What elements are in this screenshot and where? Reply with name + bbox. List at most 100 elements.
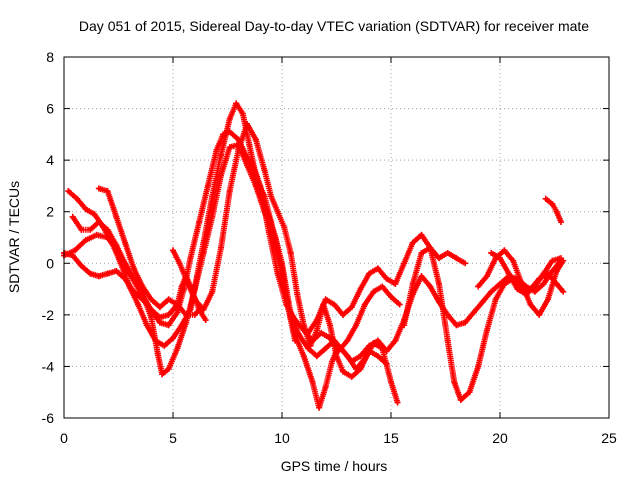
y-tick-label: -4 — [42, 358, 55, 374]
data-point — [93, 231, 100, 238]
data-point — [518, 280, 525, 287]
data-point — [475, 283, 482, 290]
data-point — [71, 247, 78, 254]
data-point — [174, 345, 181, 352]
data-point — [300, 353, 307, 360]
data-point — [453, 255, 460, 262]
data-point — [553, 208, 560, 215]
x-tick-label: 0 — [60, 430, 68, 446]
data-point — [148, 296, 155, 303]
series-track-5 — [95, 185, 205, 318]
data-point — [470, 309, 477, 316]
data-point — [104, 270, 111, 277]
data-point — [268, 193, 275, 200]
data-point — [154, 350, 161, 357]
data-point — [95, 273, 102, 280]
data-point — [549, 200, 556, 207]
y-tick-label: 0 — [46, 255, 54, 271]
data-point — [187, 255, 194, 262]
data-point — [335, 347, 342, 354]
data-point — [326, 335, 333, 342]
data-point — [313, 353, 320, 360]
data-point — [113, 213, 120, 220]
data-point — [217, 172, 224, 179]
data-point — [217, 151, 224, 158]
data-point — [318, 329, 325, 336]
data-point — [322, 296, 329, 303]
data-point — [217, 244, 224, 251]
y-tick-label: -2 — [42, 307, 55, 323]
data-point — [82, 237, 89, 244]
data-point — [170, 247, 176, 254]
y-tick-label: 2 — [46, 204, 54, 220]
ticks: 0 5 10 15 20 25 -6 -4 -2 0 2 4 6 8 — [42, 49, 617, 446]
chart-title: Day 051 of 2015, Sidereal Day-to-day VTE… — [79, 18, 589, 34]
data-point — [191, 286, 198, 293]
data-point — [139, 283, 146, 290]
data-point — [331, 301, 338, 308]
data-point — [74, 195, 81, 202]
data-point — [488, 249, 495, 256]
data-point — [453, 322, 460, 329]
data-point — [418, 273, 425, 280]
data-point — [348, 304, 355, 311]
data-point — [309, 378, 316, 385]
data-point — [248, 157, 255, 164]
data-point — [316, 404, 323, 411]
data-point — [69, 213, 76, 220]
data-point — [497, 255, 503, 262]
data-point — [536, 311, 543, 318]
data-point — [401, 322, 408, 329]
data-point — [383, 360, 390, 367]
y-axis-label: SDTVAR / TECUs — [6, 181, 22, 293]
data-point — [479, 298, 486, 305]
y-tick-label: 4 — [46, 152, 54, 168]
data-point — [202, 317, 209, 324]
data-point — [244, 162, 251, 169]
data-point — [418, 249, 425, 256]
data-point — [156, 319, 163, 326]
data-point — [235, 146, 242, 153]
data-point — [307, 342, 314, 349]
x-tick-label: 20 — [492, 430, 508, 446]
data-point — [183, 319, 190, 326]
plot-frame — [63, 56, 610, 419]
y-tick-label: 6 — [46, 101, 54, 117]
data-point — [209, 193, 216, 200]
data-point — [246, 141, 253, 148]
data-point — [357, 286, 364, 293]
data-point — [488, 288, 495, 295]
data-point — [279, 265, 285, 272]
series-trace — [401, 244, 565, 403]
data-point — [527, 301, 534, 308]
data-point — [200, 306, 207, 313]
data-point — [418, 231, 425, 238]
data-point — [357, 366, 364, 373]
data-point — [462, 319, 469, 326]
data-point — [165, 296, 172, 303]
data-point — [501, 280, 508, 287]
data-point — [523, 291, 530, 298]
data-point — [104, 188, 111, 195]
data-point — [309, 337, 316, 344]
data-point — [292, 337, 299, 344]
data-point — [553, 268, 560, 275]
data-point — [540, 280, 547, 287]
data-point — [435, 280, 442, 287]
data-point — [65, 188, 72, 195]
data-point — [366, 347, 373, 354]
data-point — [444, 337, 451, 344]
data-point — [122, 260, 129, 267]
x-tick-label: 15 — [383, 430, 399, 446]
data-point — [340, 311, 347, 318]
data-point — [156, 304, 163, 311]
data-point — [540, 270, 547, 277]
x-tick-label: 10 — [274, 430, 290, 446]
data-point — [322, 345, 329, 352]
data-point — [505, 270, 512, 277]
y-tick-label: 8 — [46, 49, 54, 65]
data-point — [161, 342, 168, 349]
data-point — [265, 229, 272, 236]
data-point — [305, 329, 312, 336]
data-point — [135, 301, 142, 308]
